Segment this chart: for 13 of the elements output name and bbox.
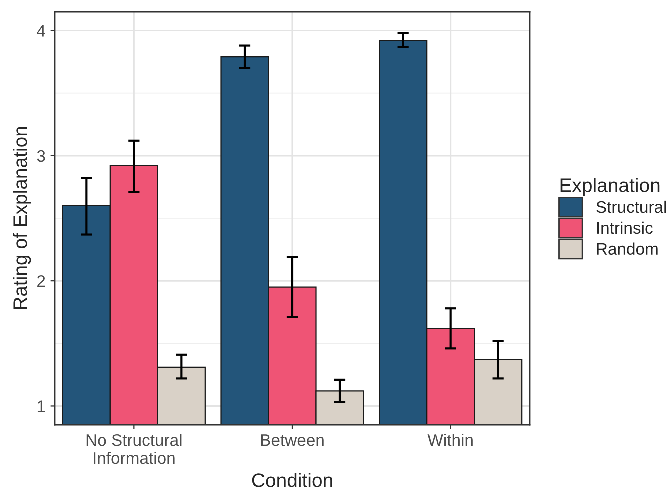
legend-label: Intrinsic	[597, 222, 653, 234]
x-tick-label: No Structural Information	[86, 434, 182, 464]
legend-label: Structural	[596, 200, 666, 214]
y-axis-title: Rating of Explanation	[13, 127, 32, 310]
y-tick-label: 2	[38, 275, 46, 288]
legend-label: Random	[597, 242, 658, 256]
legend-title: Explanation	[560, 178, 660, 196]
y-tick-label: 1	[38, 400, 46, 412]
y-tick-label: 4	[37, 25, 46, 37]
y-tick-label: 3	[37, 150, 46, 162]
x-tick-label: Between	[261, 434, 324, 446]
x-axis-title: Condition	[252, 473, 332, 488]
x-tick-label: Within	[428, 434, 473, 446]
